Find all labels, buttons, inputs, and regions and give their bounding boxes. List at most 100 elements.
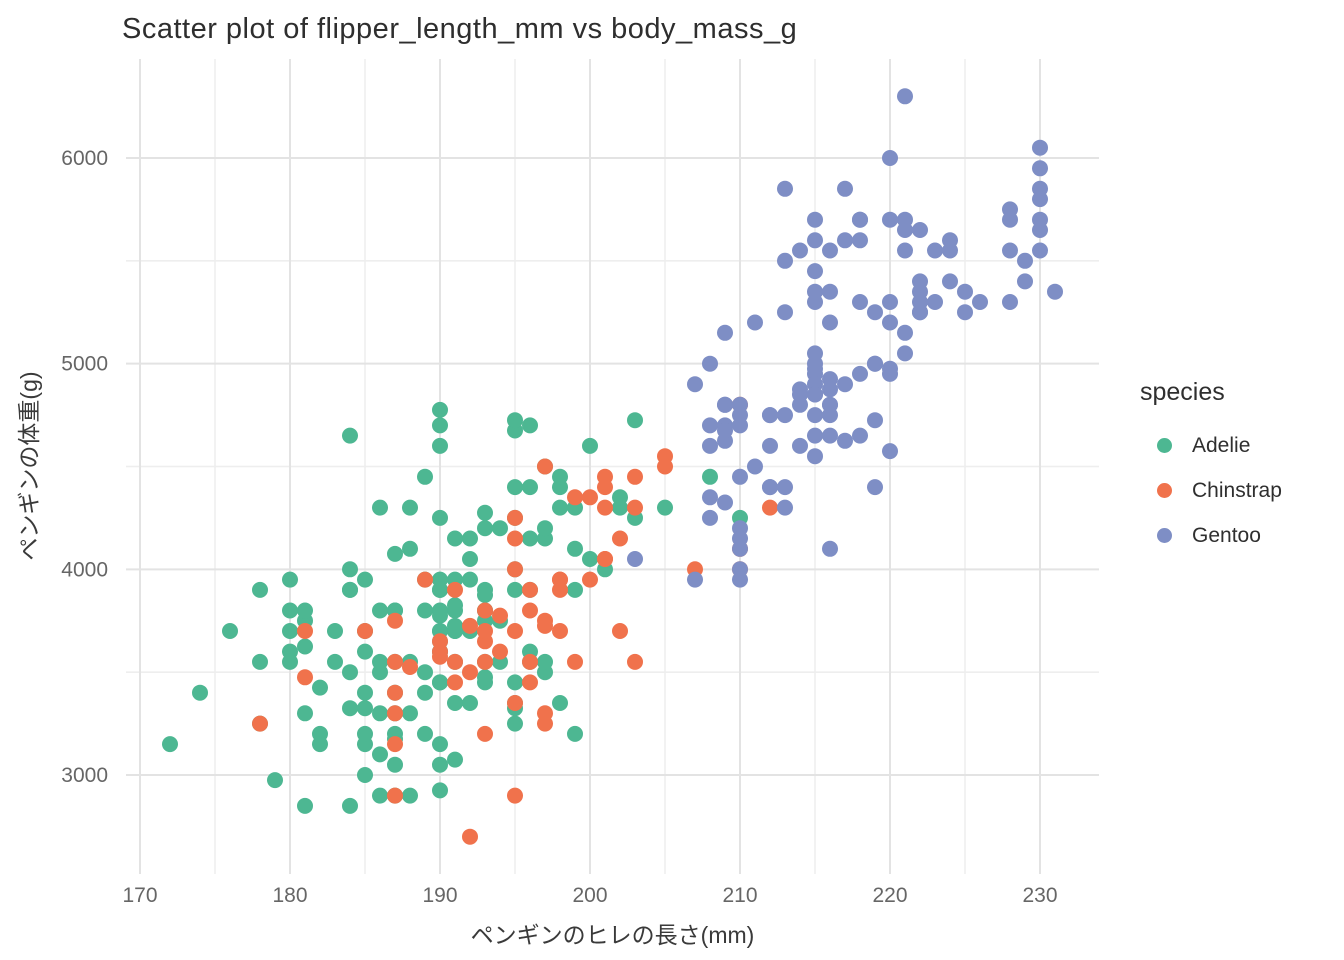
data-point xyxy=(627,551,643,567)
data-point xyxy=(447,751,463,768)
data-point xyxy=(372,746,388,763)
data-point xyxy=(342,561,358,578)
data-point xyxy=(702,437,718,454)
data-point xyxy=(462,695,478,711)
data-point xyxy=(402,659,418,675)
data-point xyxy=(552,468,568,485)
data-point xyxy=(882,150,898,166)
data-point xyxy=(1032,222,1048,238)
legend-title: species xyxy=(1140,378,1225,406)
data-point xyxy=(897,345,913,362)
data-point xyxy=(567,581,583,598)
data-point xyxy=(882,314,898,331)
data-point xyxy=(597,499,613,516)
data-point xyxy=(417,664,433,681)
data-point xyxy=(867,412,883,429)
data-point xyxy=(357,623,373,639)
data-point xyxy=(357,725,373,742)
legend-items: Adelie Chinstrap Gentoo xyxy=(1140,423,1282,558)
data-point xyxy=(1002,294,1018,310)
data-point xyxy=(432,674,448,691)
data-point xyxy=(837,376,853,393)
data-point xyxy=(822,242,838,259)
data-point xyxy=(342,797,358,814)
data-point xyxy=(837,232,853,249)
data-point xyxy=(192,684,208,701)
data-point xyxy=(1002,201,1018,218)
data-point xyxy=(432,509,448,526)
legend-swatch-icon xyxy=(1157,528,1172,543)
data-point xyxy=(387,787,403,804)
data-point xyxy=(357,571,373,588)
data-point xyxy=(432,581,448,598)
data-point xyxy=(522,581,538,598)
data-point xyxy=(627,412,643,429)
data-point xyxy=(432,417,448,434)
data-point xyxy=(897,88,913,105)
y-tick-label: 4000 xyxy=(61,558,108,581)
data-point xyxy=(402,540,418,557)
data-point xyxy=(447,530,463,547)
data-point xyxy=(597,551,613,567)
data-point xyxy=(852,211,868,228)
data-point xyxy=(912,294,928,310)
x-tick-label: 220 xyxy=(872,884,907,907)
data-point xyxy=(507,509,523,526)
x-tick-label: 180 xyxy=(272,884,307,907)
data-point xyxy=(372,499,388,516)
data-point xyxy=(777,499,793,516)
data-point xyxy=(582,437,598,454)
data-point xyxy=(462,828,478,845)
data-point xyxy=(447,695,463,711)
data-point xyxy=(462,617,478,634)
data-point xyxy=(342,664,358,681)
data-point xyxy=(1032,242,1048,259)
data-point xyxy=(327,653,343,670)
data-point xyxy=(777,407,793,424)
data-point xyxy=(507,695,523,711)
data-point xyxy=(417,468,433,485)
data-point xyxy=(822,314,838,331)
data-point xyxy=(612,489,628,506)
data-point xyxy=(792,381,808,398)
data-point xyxy=(477,520,493,537)
data-point xyxy=(387,705,403,722)
data-point xyxy=(522,602,538,619)
legend-item-gentoo: Gentoo xyxy=(1140,513,1282,558)
data-point xyxy=(522,530,538,547)
data-point xyxy=(297,602,313,619)
data-point xyxy=(777,252,793,269)
data-point xyxy=(537,612,553,629)
data-point xyxy=(522,653,538,670)
data-point xyxy=(627,468,643,485)
data-point xyxy=(882,443,898,460)
data-point xyxy=(972,294,988,310)
data-point xyxy=(507,561,523,578)
data-point xyxy=(897,324,913,341)
data-point xyxy=(582,551,598,567)
data-point xyxy=(372,602,388,619)
data-point xyxy=(1017,252,1033,269)
data-point xyxy=(702,509,718,526)
data-point xyxy=(312,679,328,696)
data-point xyxy=(582,571,598,588)
y-tick-label: 6000 xyxy=(61,147,108,170)
data-point xyxy=(702,489,718,506)
data-point xyxy=(342,700,358,717)
data-point xyxy=(897,242,913,259)
data-point xyxy=(312,736,328,753)
data-point xyxy=(687,376,703,393)
data-point xyxy=(777,479,793,496)
data-point xyxy=(702,417,718,434)
data-point xyxy=(837,180,853,197)
data-point xyxy=(567,540,583,557)
data-point xyxy=(477,587,493,603)
data-point xyxy=(552,695,568,711)
data-point xyxy=(807,263,823,280)
data-point xyxy=(432,756,448,773)
data-point xyxy=(507,412,523,429)
data-point xyxy=(867,355,883,372)
data-point xyxy=(897,222,913,238)
x-tick-label: 170 xyxy=(122,884,157,907)
